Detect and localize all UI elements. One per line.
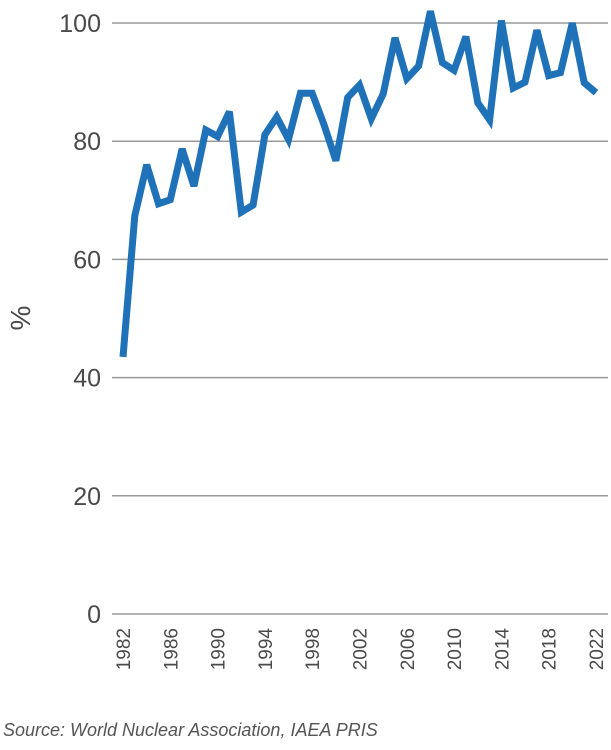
y-tick-label: 60 <box>73 246 101 274</box>
x-tick-label: 2018 <box>540 628 561 670</box>
grid-lines <box>112 22 608 615</box>
y-axis-label: % <box>5 306 36 331</box>
x-axis-ticks: 1982 1986 1990 1994 1998 2002 2006 2010 2014 2018… <box>114 628 608 671</box>
x-tick-label: 1986 <box>161 628 182 670</box>
x-tick-label: 2010 <box>445 628 466 670</box>
y-tick-label: 40 <box>73 365 101 393</box>
x-tick-label: 2022 <box>587 628 608 670</box>
x-tick-label: 1990 <box>209 628 230 670</box>
x-tick-label: 2014 <box>492 628 513 671</box>
y-tick-label: 20 <box>73 483 101 511</box>
series-line <box>119 10 599 358</box>
capacity-factor-chart: 0 20 40 60 80 100 % 1982 1986 1990 1994 1998 2002 2… <box>5 10 608 671</box>
x-tick-label: 2002 <box>351 628 372 670</box>
y-tick-label: 0 <box>87 601 101 629</box>
x-tick-label: 1982 <box>114 628 135 670</box>
x-tick-label: 2006 <box>398 628 419 670</box>
y-tick-label: 80 <box>73 128 101 156</box>
y-tick-label: 100 <box>59 10 101 38</box>
x-tick-label: 1994 <box>256 628 277 671</box>
source-note: Source: World Nuclear Association, IAEA … <box>3 720 378 740</box>
x-tick-label: 1998 <box>303 628 324 670</box>
series-layer <box>119 10 599 358</box>
y-axis-ticks: 0 20 40 60 80 100 <box>59 10 101 629</box>
